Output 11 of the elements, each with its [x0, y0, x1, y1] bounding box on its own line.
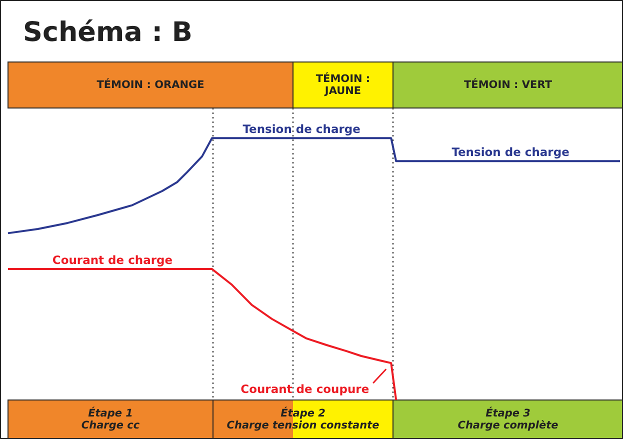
annotation: Courant de coupure: [240, 382, 370, 396]
series-label: Courant de charge: [52, 253, 173, 268]
text: TÉMOIN : VERT: [464, 78, 553, 91]
text: Étape 1 Charge cc: [81, 406, 140, 432]
text: TÉMOIN : ORANGE: [96, 78, 204, 91]
annotation: Tension de charge: [452, 145, 570, 160]
text: TÉMOIN : JAUNE: [316, 72, 370, 97]
series-label: Tension de charge: [242, 122, 361, 136]
text: Étape 3 Charge complète: [458, 406, 558, 432]
chart-title: Schéma : B: [23, 17, 193, 48]
text: Étape 2 Charge tension constante: [226, 406, 380, 432]
